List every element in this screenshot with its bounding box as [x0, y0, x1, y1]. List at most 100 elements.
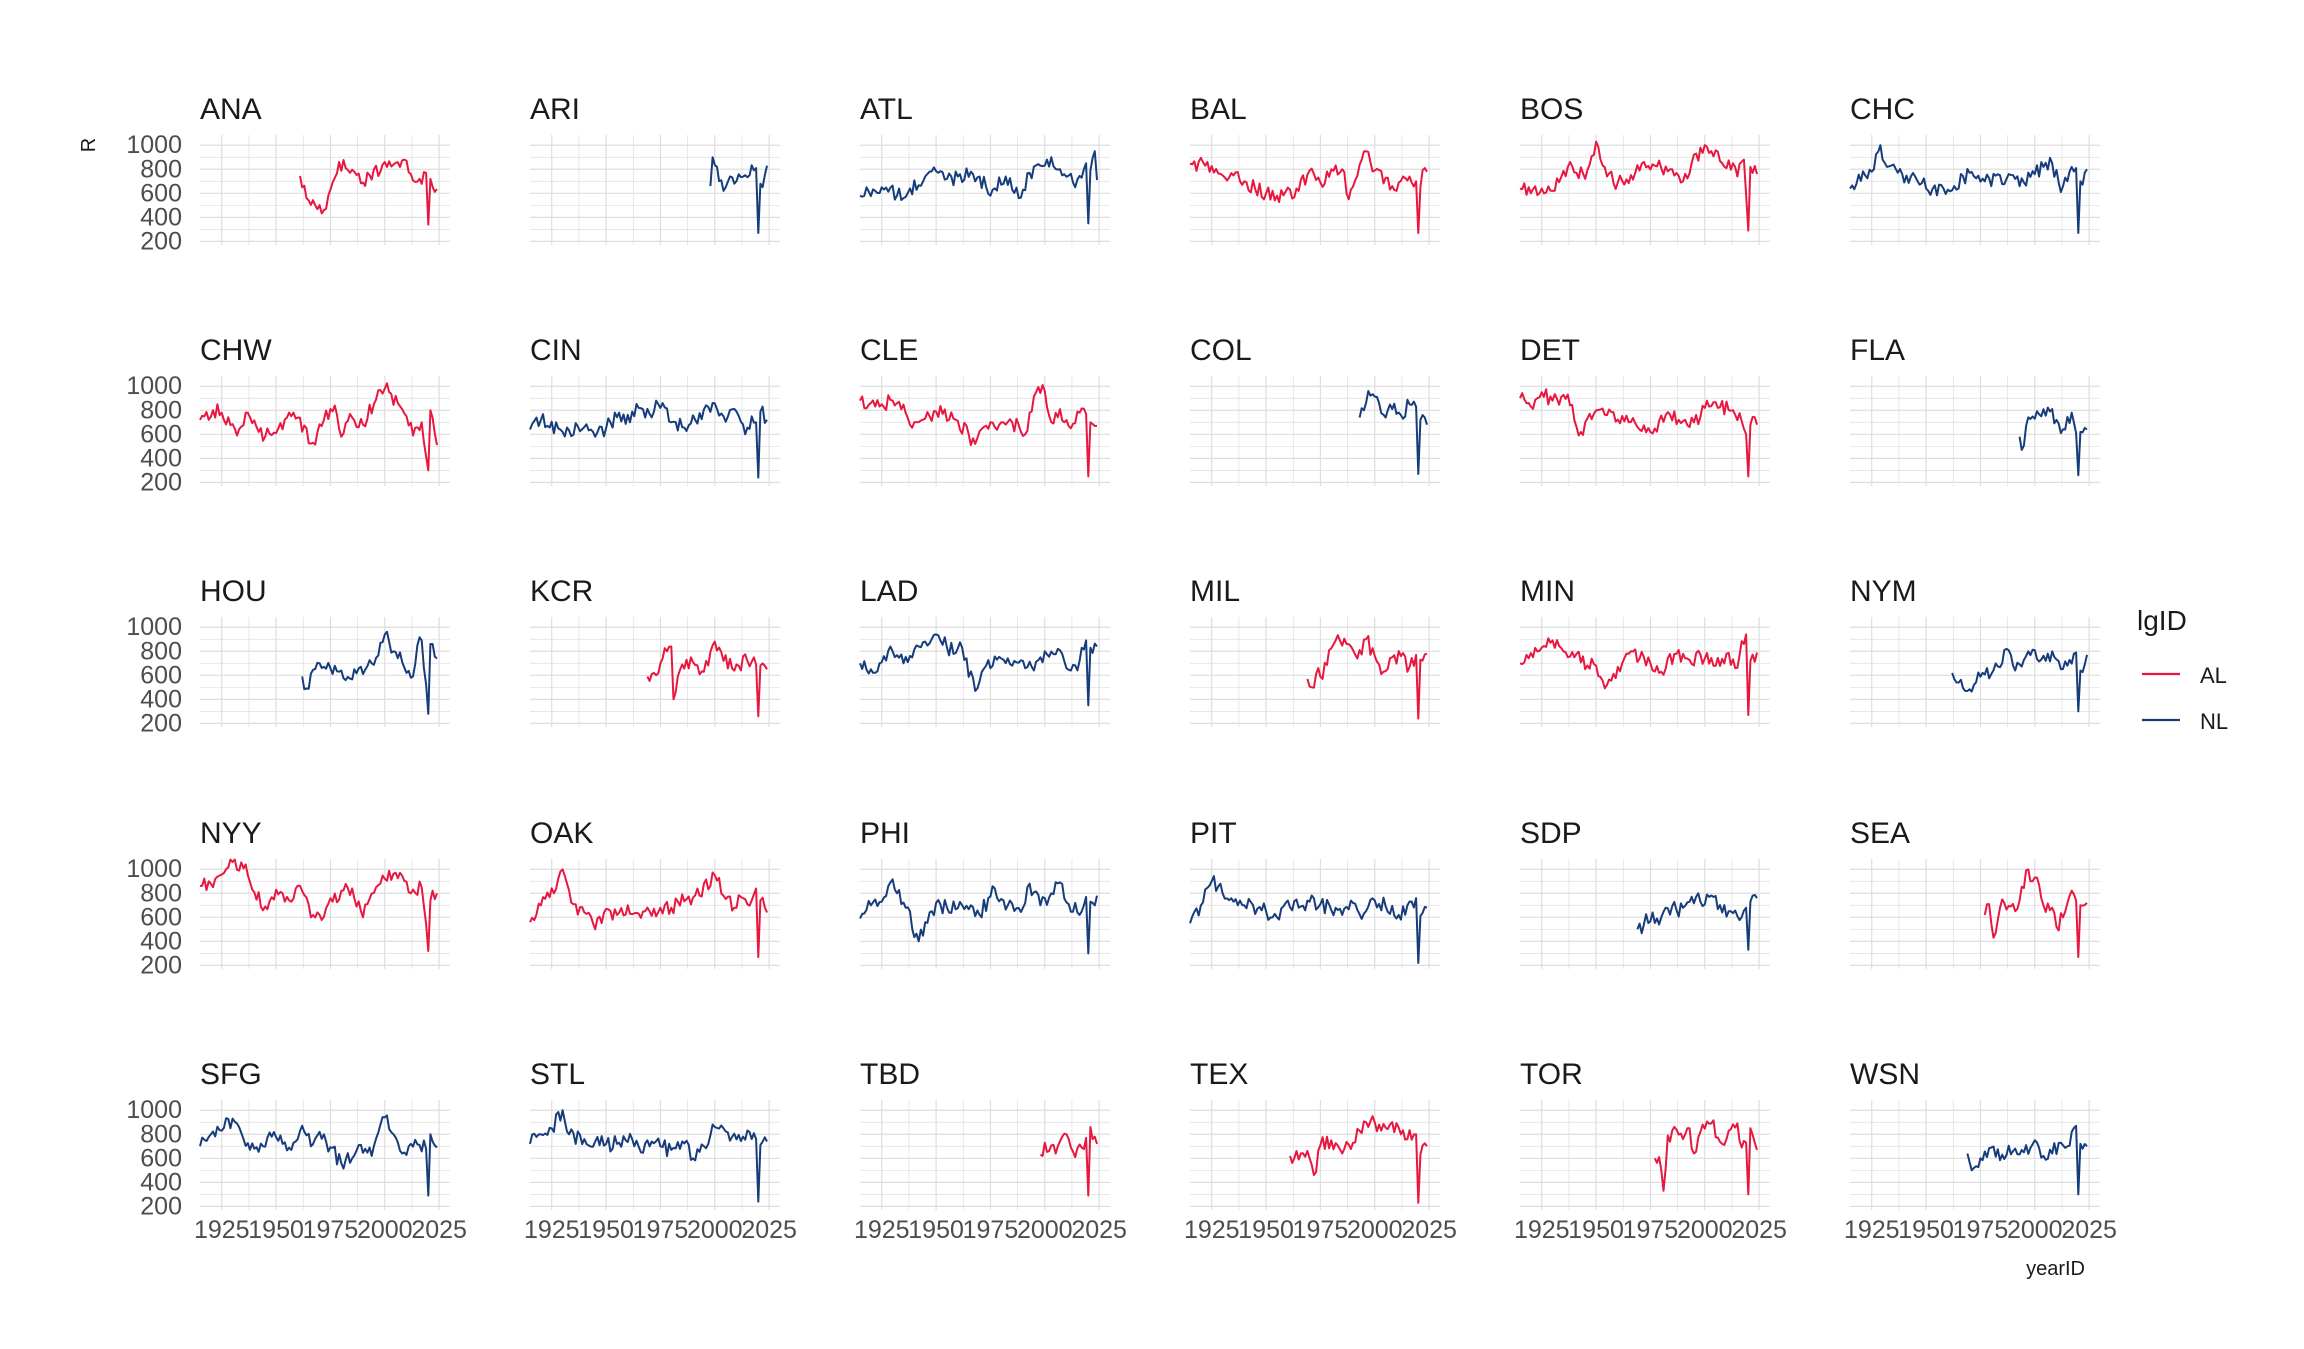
series-line-chw [199, 382, 438, 472]
x-tick-label: 1950 [908, 1216, 964, 1244]
panel-title-tbd: TBD [860, 1058, 920, 1091]
y-tick-label: 1000 [126, 1096, 182, 1124]
panel-title-hou: HOU [200, 575, 267, 608]
panel-title-sea: SEA [1850, 817, 1910, 850]
panel-title-bos: BOS [1520, 93, 1583, 126]
panel-grid [530, 859, 780, 969]
panel-pit: PIT [1189, 817, 1440, 969]
series-line-atl [859, 150, 1098, 225]
panel-title-kcr: KCR [530, 575, 593, 608]
x-tick-label: 1975 [963, 1216, 1019, 1244]
y-tick-label: 600 [140, 1144, 182, 1172]
series-line-ari [709, 156, 768, 234]
panel-grid [860, 1100, 1110, 1210]
panel-title-pit: PIT [1190, 817, 1237, 850]
series-line-phi [859, 878, 1098, 955]
panel-sea: SEA [1850, 817, 2100, 969]
series-line-cin [529, 399, 768, 479]
y-tick-label: 1000 [126, 131, 182, 159]
panel-grid [200, 1100, 450, 1210]
panel-grid [200, 859, 450, 969]
y-tick-label: 200 [140, 1192, 182, 1220]
x-tick-label: 2025 [2061, 1216, 2117, 1244]
series-line-nyy [199, 858, 438, 952]
y-tick-label: 200 [140, 468, 182, 496]
x-tick-label: 1975 [1293, 1216, 1349, 1244]
panel-grid [1520, 1100, 1770, 1210]
x-tick-label: 1925 [524, 1216, 580, 1244]
panel-title-wsn: WSN [1850, 1058, 1920, 1091]
panel-grid [1850, 1100, 2100, 1210]
panel-grid [1850, 859, 2100, 969]
panel-title-ari: ARI [530, 93, 580, 126]
panel-grid [200, 617, 450, 727]
panel-grid [1190, 1100, 1440, 1210]
x-tick-label: 2000 [687, 1216, 743, 1244]
series-line-sdp [1636, 892, 1758, 951]
x-tick-label: 1925 [1184, 1216, 1240, 1244]
panel-title-min: MIN [1520, 575, 1575, 608]
series-line-pit [1189, 875, 1428, 964]
x-tick-label: 2000 [1347, 1216, 1403, 1244]
x-tick-label: 1950 [1898, 1216, 1954, 1244]
x-tick-label: 1975 [633, 1216, 689, 1244]
series-line-mil [1306, 634, 1428, 720]
series-line-sea [1983, 868, 2088, 958]
panel-min: MIN [1519, 575, 1770, 727]
panel-grid [200, 135, 450, 245]
panel-grid [530, 1100, 780, 1210]
series-line-hou [301, 630, 438, 715]
x-tick-label: 1975 [1953, 1216, 2009, 1244]
x-tick-label: 1975 [1623, 1216, 1679, 1244]
y-tick-label: 200 [140, 227, 182, 255]
panel-grid [530, 376, 780, 486]
series-line-lad [859, 633, 1098, 707]
panel-chc: CHC [1849, 93, 2100, 245]
panel-grid [1190, 376, 1440, 486]
series-line-fla [2018, 406, 2088, 477]
series-line-sfg [199, 1114, 438, 1197]
x-tick-label: 1950 [1238, 1216, 1294, 1244]
panel-title-oak: OAK [530, 817, 593, 850]
y-tick-label: 1000 [126, 372, 182, 400]
panel-oak: OAK [529, 817, 780, 969]
series-line-bal [1189, 150, 1428, 234]
panel-title-stl: STL [530, 1058, 585, 1091]
x-tick-label: 2025 [741, 1216, 797, 1244]
series-line-cle [859, 384, 1098, 478]
panel-ari: ARI [530, 93, 780, 245]
x-tick-label: 1950 [248, 1216, 304, 1244]
panel-title-chw: CHW [200, 334, 272, 367]
panel-title-chc: CHC [1850, 93, 1915, 126]
panel-title-cin: CIN [530, 334, 582, 367]
x-tick-label: 1925 [854, 1216, 910, 1244]
panel-grid [1190, 135, 1440, 245]
x-tick-label: 2000 [1677, 1216, 1733, 1244]
y-tick-label: 400 [140, 203, 182, 231]
x-tick-label: 1925 [1844, 1216, 1900, 1244]
panel-cin: CIN [529, 334, 780, 486]
legend-label-nl: NL [2200, 709, 2228, 734]
x-tick-label: 2000 [1017, 1216, 1073, 1244]
y-tick-label: 600 [140, 179, 182, 207]
y-tick-label: 400 [140, 444, 182, 472]
x-tick-label: 1975 [303, 1216, 359, 1244]
panel-grid [1520, 859, 1770, 969]
panel-grid [530, 135, 780, 245]
panel-title-phi: PHI [860, 817, 910, 850]
panel-bal: BAL [1189, 93, 1440, 245]
panel-bos: BOS [1519, 93, 1770, 245]
series-line-bos [1519, 140, 1758, 232]
y-tick-label: 1000 [126, 855, 182, 883]
panel-title-bal: BAL [1190, 93, 1247, 126]
panel-grid [860, 617, 1110, 727]
panel-nym: NYM [1850, 575, 2100, 727]
